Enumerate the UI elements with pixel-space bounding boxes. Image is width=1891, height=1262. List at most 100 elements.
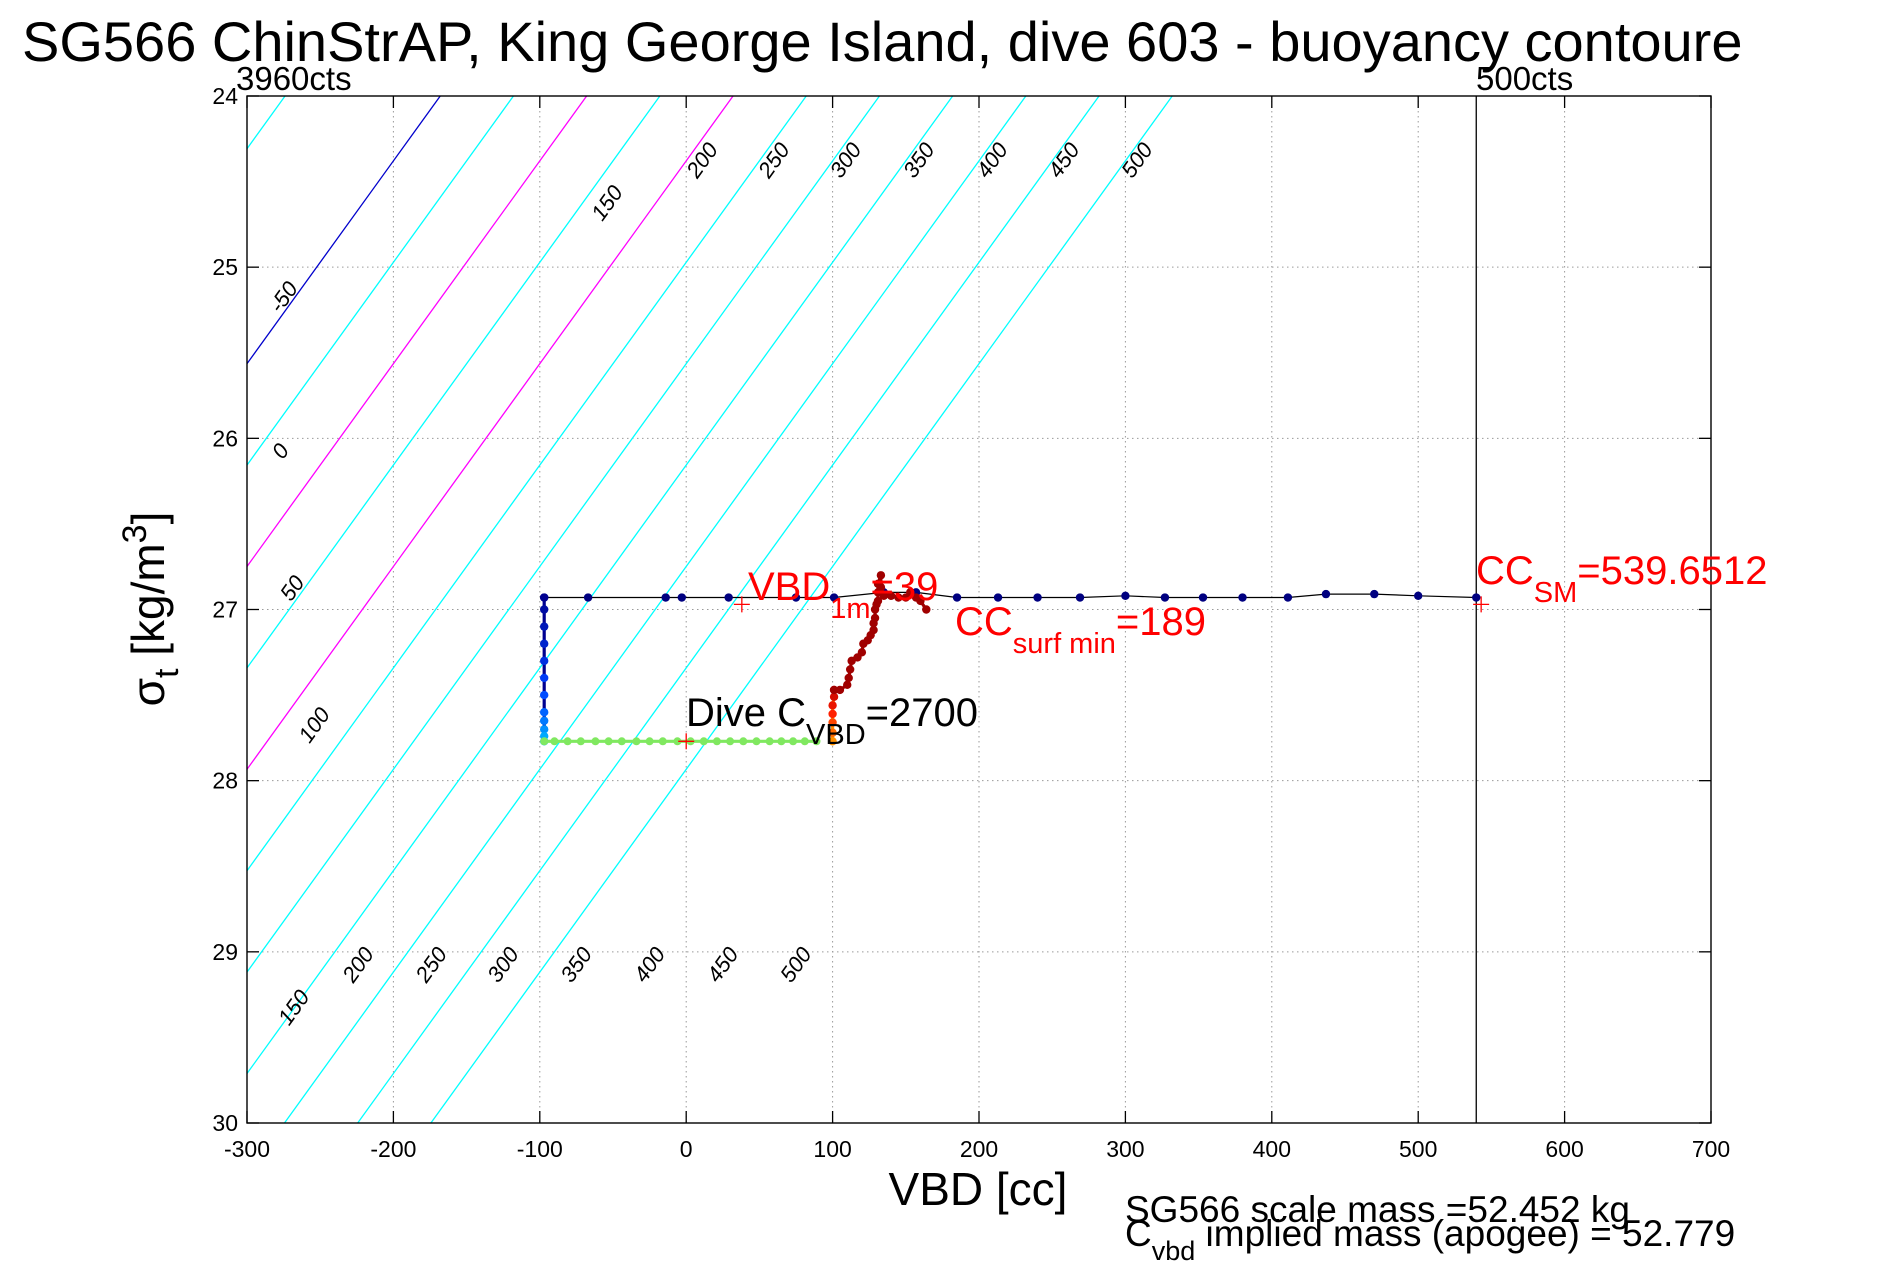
cc-sm-annotation: CCSM=539.6512 bbox=[1476, 549, 1767, 609]
data-point bbox=[922, 605, 931, 614]
data-point bbox=[789, 737, 798, 746]
dive-main: Dive C bbox=[686, 691, 806, 735]
data-point bbox=[539, 690, 549, 700]
footer-implied-mass: Cvbd implied mass (apogee) = 52.779 bbox=[1125, 1213, 1735, 1262]
data-point bbox=[845, 665, 855, 674]
data-point bbox=[539, 622, 549, 631]
contour-line-400 bbox=[283, 96, 1027, 1123]
data-point bbox=[540, 737, 549, 746]
x-tick-label: 400 bbox=[1253, 1136, 1291, 1162]
data-point bbox=[645, 737, 654, 746]
y-tick-label: 29 bbox=[212, 939, 238, 965]
data-point bbox=[828, 728, 837, 737]
x-axis-label: VBD [cc] bbox=[889, 1163, 1068, 1215]
y-label-sub: t bbox=[148, 668, 186, 678]
x-tick-label: 600 bbox=[1545, 1136, 1583, 1162]
data-point bbox=[550, 737, 559, 746]
data-point bbox=[724, 593, 733, 602]
data-point bbox=[905, 588, 915, 597]
y-tick-label: 28 bbox=[212, 768, 238, 794]
data-point bbox=[828, 737, 837, 746]
data-point bbox=[752, 737, 761, 746]
reference-markers bbox=[678, 596, 1490, 750]
data-point bbox=[916, 596, 925, 606]
contour-line-300 bbox=[247, 96, 880, 974]
count-label-left: 3960cts bbox=[236, 60, 352, 97]
data-point bbox=[583, 593, 593, 602]
data-point bbox=[886, 591, 896, 601]
contour-line-150 bbox=[247, 96, 661, 670]
data-point bbox=[539, 639, 549, 648]
data-point bbox=[591, 737, 600, 746]
data-point bbox=[791, 593, 801, 602]
data-point bbox=[873, 596, 883, 606]
y-label-main: σ bbox=[122, 678, 174, 706]
y-axis-label: σt [kg/m3] bbox=[116, 512, 186, 707]
data-point bbox=[1121, 591, 1130, 601]
x-tick-label: 500 bbox=[1399, 1136, 1437, 1162]
y-tick-label: 24 bbox=[212, 83, 238, 109]
data-point bbox=[563, 737, 572, 746]
data-point bbox=[1472, 593, 1481, 602]
x-tick-label: -300 bbox=[224, 1136, 270, 1162]
contour-line-350 bbox=[247, 96, 954, 1075]
data-point bbox=[1238, 593, 1247, 602]
footer-c-sub: vbd bbox=[1152, 1236, 1196, 1262]
footer-c-rest: implied mass (apogee) = 52.779 bbox=[1195, 1213, 1735, 1254]
data-point bbox=[539, 673, 549, 683]
vbd-1m-annotation: VBD1m=39 bbox=[748, 565, 938, 625]
data-point bbox=[539, 716, 549, 725]
data-point bbox=[1033, 593, 1042, 602]
data-point bbox=[843, 680, 852, 690]
x-tick-label: 200 bbox=[960, 1136, 998, 1162]
contour-line-250 bbox=[247, 96, 807, 872]
data-point bbox=[879, 591, 889, 601]
x-tick-label: 300 bbox=[1106, 1136, 1144, 1162]
cc-surf-min-annotation: CCsurf min=189 bbox=[955, 600, 1206, 660]
contour-line-500 bbox=[430, 96, 1173, 1123]
data-point bbox=[661, 593, 670, 602]
data-point bbox=[828, 709, 837, 719]
x-tick-label: -200 bbox=[370, 1136, 416, 1162]
data-point bbox=[539, 725, 549, 734]
y-tick-label: 25 bbox=[212, 254, 238, 280]
data-point bbox=[539, 656, 549, 666]
vbd-1m-value: =39 bbox=[871, 565, 939, 609]
data-point bbox=[539, 605, 549, 614]
axis-ticks: -300 -200 -100 0 100 200 300 400 500 600 700 24 25 26… bbox=[212, 83, 1730, 1162]
contour-line-100 bbox=[247, 96, 588, 568]
vbd-1m-sub: 1m bbox=[830, 593, 870, 625]
data-point bbox=[1283, 593, 1293, 602]
footer-scale-mass: SG566 scale mass =52.452 kg bbox=[1125, 1189, 1630, 1230]
data-point bbox=[777, 737, 786, 746]
contour-line-0 bbox=[247, 96, 441, 365]
cc-surf-main: CC bbox=[955, 600, 1013, 644]
cc-sm-sub: SM bbox=[1534, 577, 1578, 609]
data-point bbox=[673, 737, 682, 746]
vbd-1m-main: VBD bbox=[748, 565, 830, 609]
data-point bbox=[739, 737, 748, 746]
y-tick-label: 30 bbox=[212, 1110, 238, 1136]
y-label-sup: 3 bbox=[116, 524, 154, 543]
data-point bbox=[800, 737, 809, 746]
y-label-close: ] bbox=[122, 512, 174, 525]
data-point bbox=[617, 737, 626, 746]
data-point bbox=[812, 737, 821, 746]
y-tick-label: 27 bbox=[212, 597, 238, 623]
dive-sub: VBD bbox=[806, 719, 866, 751]
data-point bbox=[677, 593, 687, 602]
data-point bbox=[658, 737, 667, 746]
data-point bbox=[876, 583, 886, 592]
data-point bbox=[1075, 593, 1085, 602]
data-point bbox=[1321, 589, 1331, 599]
data-point bbox=[835, 685, 845, 695]
data-point bbox=[765, 737, 774, 746]
data-point bbox=[869, 625, 878, 635]
data-point bbox=[1160, 593, 1170, 602]
data-point bbox=[604, 737, 613, 746]
data-point bbox=[1370, 589, 1379, 599]
x-tick-label: 700 bbox=[1692, 1136, 1730, 1162]
contour-line-200 bbox=[247, 96, 734, 771]
data-point bbox=[1198, 593, 1208, 602]
